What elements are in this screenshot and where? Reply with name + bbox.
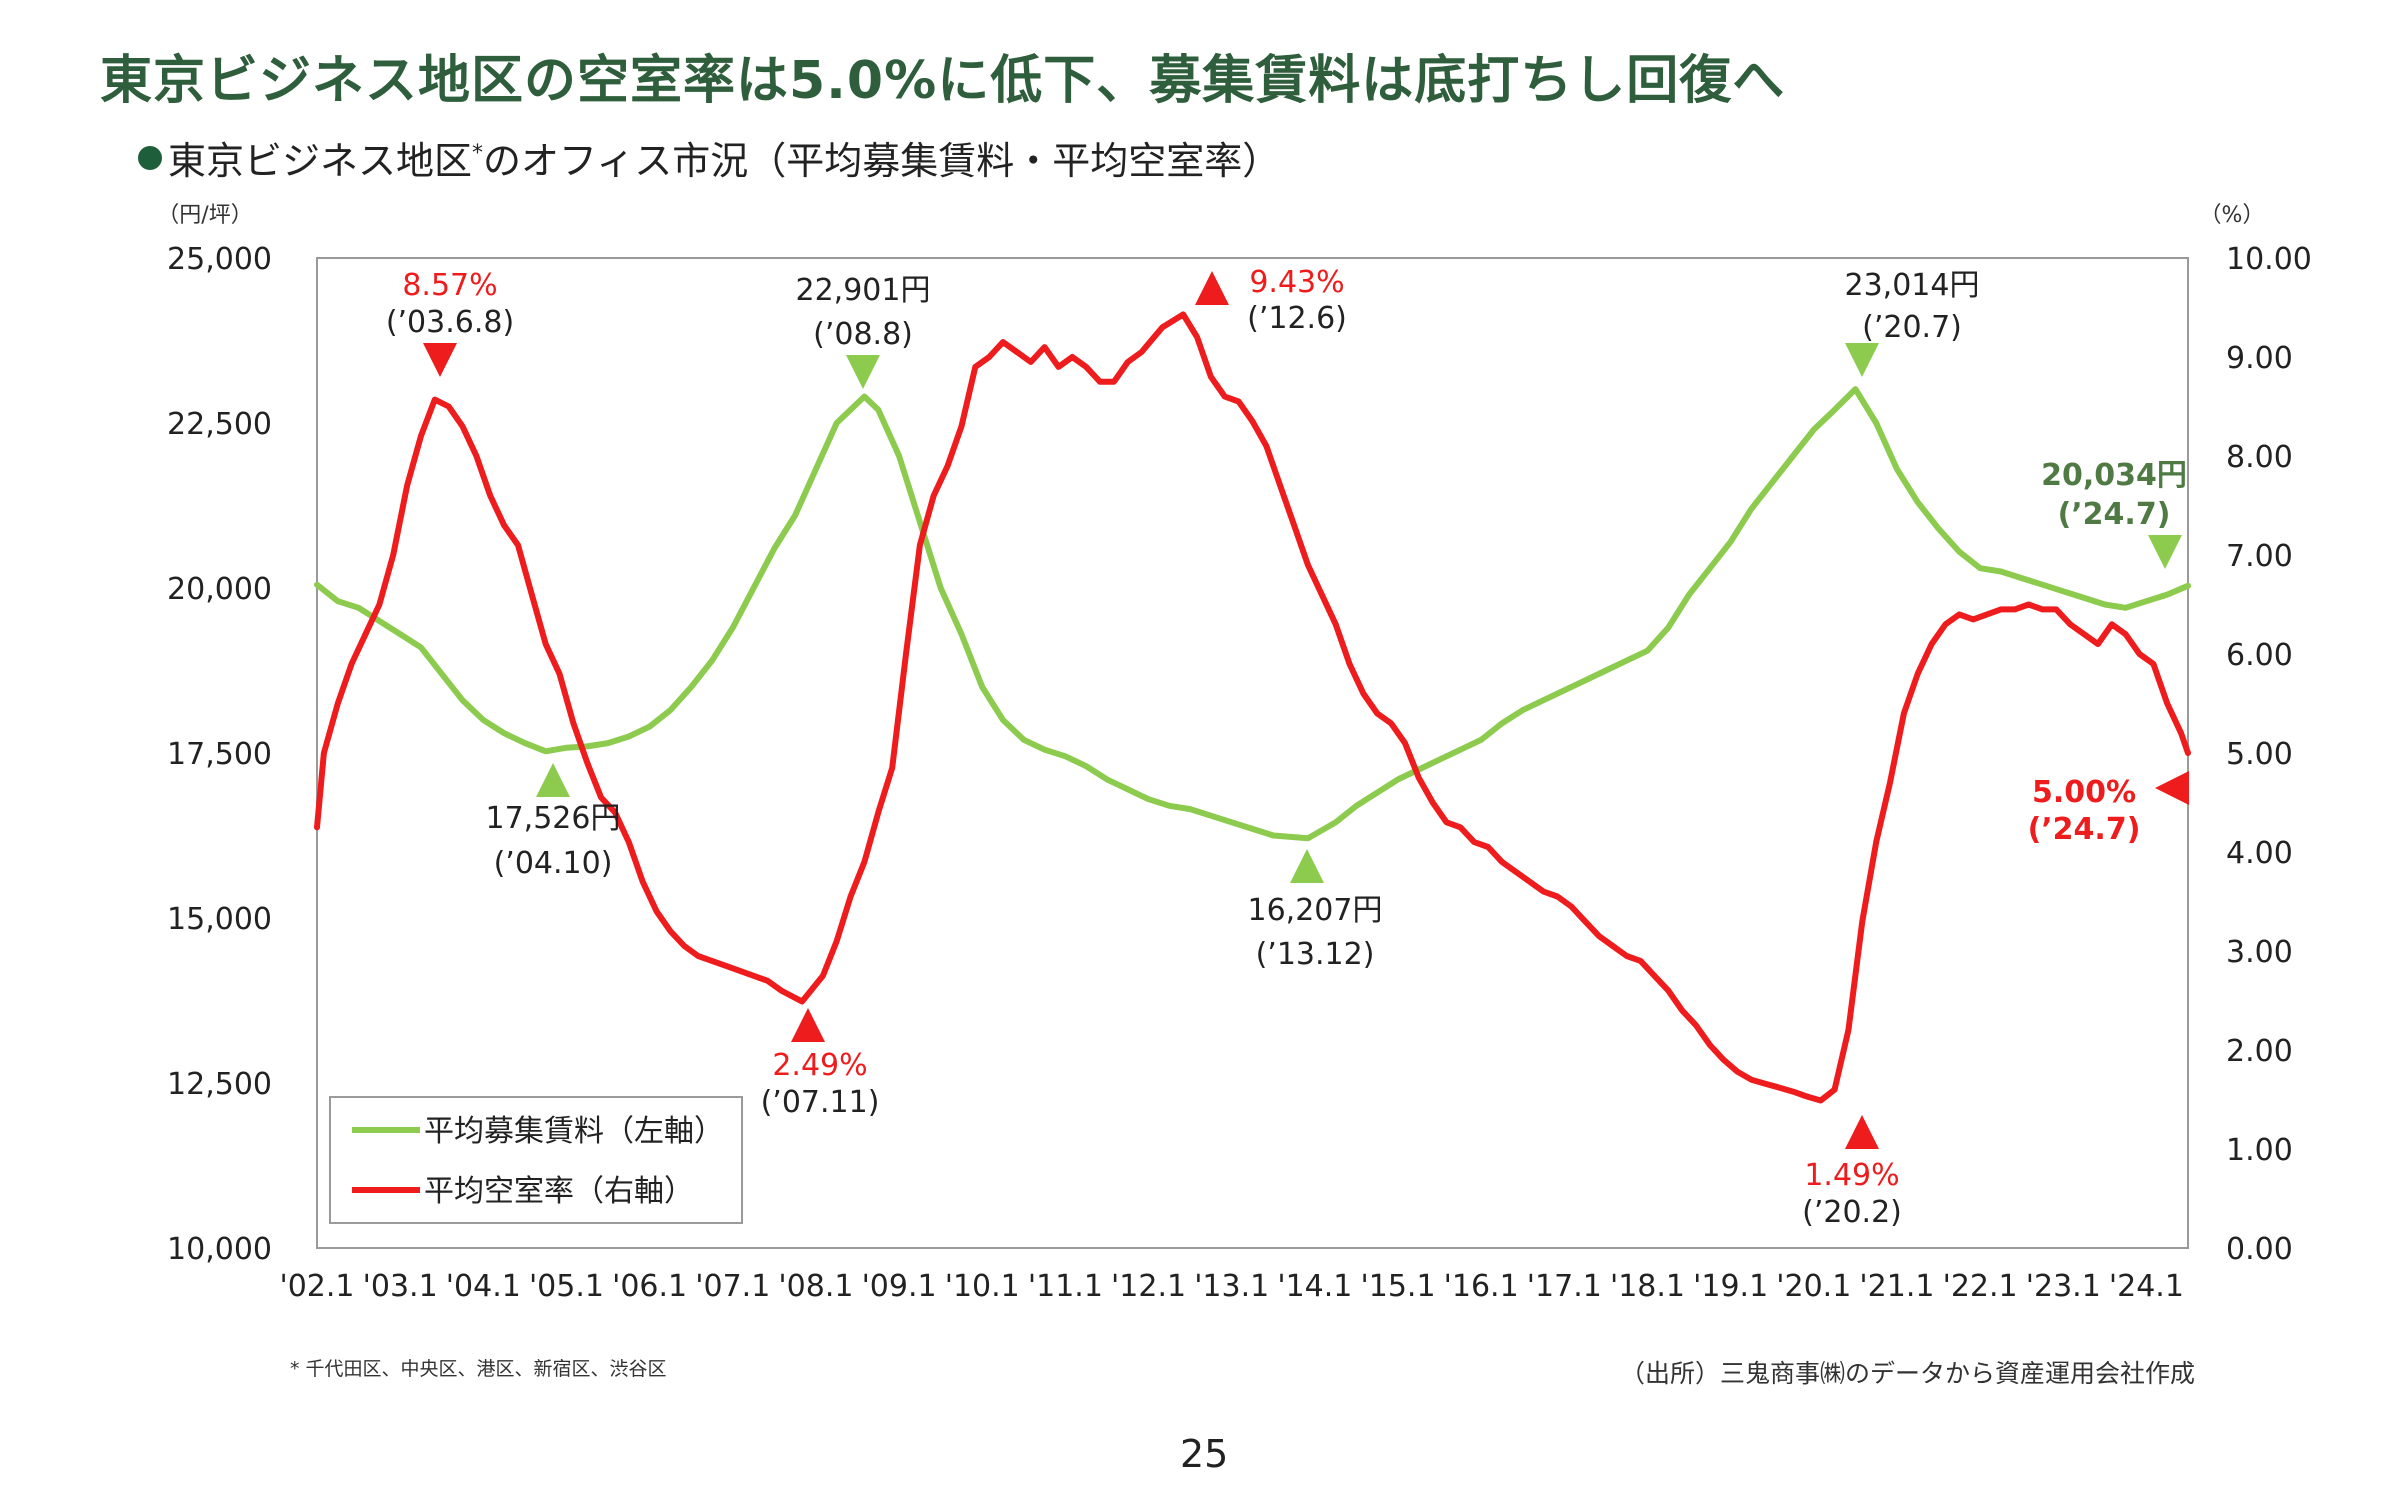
x-axis-tick-label: '20.1 [1776,1269,1851,1304]
rent-marker-icon [846,355,880,389]
subtitle-asterisk: * [472,141,484,166]
vacancy-annotation-period: (’07.11) [761,1085,880,1120]
vacancy-marker-icon [2155,771,2189,805]
vacancy-annotation-period: (’20.2) [1802,1195,1902,1230]
left-axis-tick-label: 17,500 [167,737,272,772]
rent-marker-icon [1845,343,1879,377]
rent-marker-icon [536,763,570,797]
vacancy-annotation-period: (’24.7) [2028,812,2141,847]
rent-annotation-value: 17,526円 [486,801,621,836]
vacancy-marker-icon [1195,271,1229,305]
vacancy-marker-icon [791,1008,825,1042]
subtitle-main: 東京ビジネス地区 [168,139,473,183]
legend-box [329,1096,743,1224]
rent-annotation-value: 22,901円 [796,273,931,308]
right-axis-tick-label: 2.00 [2226,1034,2293,1069]
rent-annotation-period: (’04.10) [494,846,613,881]
x-axis-tick-label: '02.1 [279,1269,354,1304]
x-axis-tick-label: '14.1 [1277,1269,1352,1304]
left-axis-unit: （円/坪） [157,203,252,228]
x-axis-tick-label: '12.1 [1111,1269,1186,1304]
vacancy-annotation-value: 9.43% [1249,265,1344,300]
legend-rent-label: 平均募集賃料（左軸） [424,1114,724,1149]
x-axis-tick-label: '09.1 [862,1269,937,1304]
x-axis-tick-label: '04.1 [446,1269,521,1304]
left-axis-tick-label: 22,500 [167,407,272,442]
vacancy-annotation-value: 5.00% [2032,775,2136,810]
right-axis-tick-label: 6.00 [2226,638,2293,673]
footnote: * 千代田区、中央区、港区、新宿区、渋谷区 [290,1358,667,1380]
left-axis-tick-label: 25,000 [167,242,272,277]
left-axis-tick-label: 12,500 [167,1067,272,1102]
chart-subtitle: 東京ビジネス地区*のオフィス市況（平均募集賃料・平均空室率） [138,130,1280,185]
vacancy-marker-icon [423,343,457,377]
subtitle-rest: のオフィス市況（平均募集賃料・平均空室率） [483,139,1281,183]
right-axis-tick-label: 10.00 [2226,242,2312,277]
right-axis-tick-label: 9.00 [2226,341,2293,376]
vacancy-annotation-period: (’12.6) [1247,301,1347,336]
x-axis-tick-label: '22.1 [1943,1269,2018,1304]
x-axis-tick-label: '19.1 [1693,1269,1768,1304]
rent-marker-icon [1290,849,1324,883]
x-axis-tick-label: '05.1 [529,1269,604,1304]
legend-vacancy-label: 平均空室率（右軸） [424,1174,694,1209]
right-axis-unit: （%） [2200,203,2265,228]
right-axis-tick-label: 0.00 [2226,1232,2293,1267]
x-axis-tick-label: '03.1 [363,1269,438,1304]
page-headline: 東京ビジネス地区の空室率は5.0%に低下、募集賃料は底打ちし回復へ [100,51,1786,111]
vacancy-annotation-value: 1.49% [1804,1158,1899,1193]
vacancy-marker-icon [1845,1115,1879,1149]
rent-annotation-value: 16,207円 [1248,893,1383,928]
left-axis-tick-label: 15,000 [167,902,272,937]
right-axis-tick-label: 1.00 [2226,1133,2293,1168]
x-axis-tick-label: '07.1 [695,1269,770,1304]
vacancy-series-line [314,311,2191,1104]
rent-series-line [314,386,2191,842]
left-axis-tick-label: 10,000 [167,1232,272,1267]
source-note: （出所）三鬼商事㈱のデータから資産運用会社作成 [1620,1359,2196,1388]
vacancy-annotation-value: 8.57% [402,268,497,303]
vacancy-annotation-value: 2.49% [772,1048,867,1083]
x-axis-tick-label: '17.1 [1527,1269,1602,1304]
rent-annotation-period: (’08.8) [813,317,913,352]
rent-annotation-period: (’20.7) [1862,310,1962,345]
right-axis-tick-label: 7.00 [2226,539,2293,574]
x-axis-tick-label: '21.1 [1859,1269,1934,1304]
x-axis-tick-label: '15.1 [1360,1269,1435,1304]
x-axis-tick-label: '11.1 [1028,1269,1103,1304]
right-axis-tick-label: 4.00 [2226,836,2293,871]
left-axis-tick-label: 20,000 [167,572,272,607]
vacancy-annotation-period: (’03.6.8) [386,305,514,340]
rent-annotation-value: 23,014円 [1845,268,1980,303]
right-axis-tick-label: 5.00 [2226,737,2293,772]
rent-annotation-period: (’24.7) [2058,497,2171,532]
x-axis-tick-label: '08.1 [778,1269,853,1304]
right-axis-tick-label: 8.00 [2226,440,2293,475]
right-axis-tick-label: 3.00 [2226,935,2293,970]
rent-annotation-period: (’13.12) [1256,937,1375,972]
rent-annotation-value: 20,034円 [2041,458,2187,493]
rent-marker-icon [2148,535,2182,569]
x-axis-tick-label: '06.1 [612,1269,687,1304]
x-axis-tick-label: '18.1 [1610,1269,1685,1304]
x-axis-tick-label: '24.1 [2109,1269,2184,1304]
page-number: 25 [1180,1432,1229,1476]
x-axis-tick-label: '13.1 [1194,1269,1269,1304]
bullet-icon [138,146,162,170]
x-axis-tick-label: '10.1 [945,1269,1020,1304]
x-axis-tick-label: '23.1 [2026,1269,2101,1304]
x-axis-tick-label: '16.1 [1444,1269,1519,1304]
